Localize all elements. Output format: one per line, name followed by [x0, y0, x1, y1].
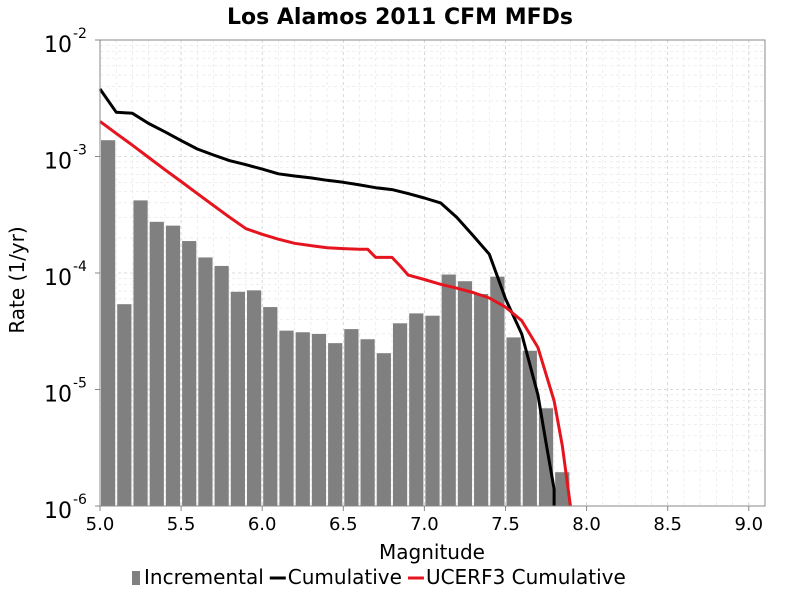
legend-swatch-bar: [132, 571, 140, 585]
x-axis-label: Magnitude: [379, 540, 485, 564]
y-tick-label: 10: [44, 383, 72, 408]
cumulative-line: [98, 88, 556, 506]
legend-label: UCERF3 Cumulative: [426, 565, 626, 589]
legend-item: Incremental: [132, 565, 264, 589]
incremental-bar: [376, 353, 391, 506]
incremental-bar: [425, 315, 440, 506]
incremental-bar: [392, 323, 408, 506]
legend-label: Cumulative: [288, 565, 402, 589]
incremental-bar: [506, 337, 521, 506]
incremental-bar: [182, 241, 197, 506]
x-axis: 5.0 5.5 6.0 6.5 7.0 7.5 8.0 8.5 9.0: [86, 506, 763, 535]
x-tick-label: 6.5: [329, 514, 358, 535]
incremental-bar: [344, 329, 359, 506]
incremental-bar: [279, 330, 294, 506]
y-tick-exponent: -3: [73, 143, 87, 159]
incremental-bars: [101, 140, 570, 506]
x-tick-label: 7.0: [410, 514, 439, 535]
incremental-bar: [263, 307, 278, 506]
legend-item: Cumulative: [269, 565, 402, 589]
x-tick-label: 8.5: [653, 514, 682, 535]
incremental-bar: [165, 225, 181, 506]
incremental-bar: [133, 200, 148, 506]
incremental-bar: [409, 313, 424, 506]
incremental-bar: [328, 343, 343, 506]
cumulative-lines: [98, 88, 572, 507]
incremental-bar: [246, 290, 262, 506]
incremental-bar: [522, 350, 537, 506]
incremental-bar: [360, 339, 375, 506]
incremental-bar: [295, 332, 310, 506]
y-tick-exponent: -2: [73, 26, 87, 42]
incremental-bar: [214, 265, 229, 506]
incremental-bar: [311, 333, 327, 506]
incremental-bar: [538, 408, 554, 506]
ucerf3-cumulative-line: [99, 120, 572, 507]
x-tick-label: 5.0: [86, 514, 115, 535]
y-tick-label: 10: [44, 266, 72, 291]
legend-item: UCERF3 Cumulative: [407, 565, 626, 589]
legend: Incremental Cumulative UCERF3 Cumulative: [132, 565, 626, 589]
incremental-bar: [117, 304, 132, 506]
incremental-bar: [101, 140, 116, 506]
y-tick-label: 10: [44, 33, 72, 58]
incremental-bar: [490, 276, 505, 506]
incremental-bar: [441, 274, 456, 506]
incremental-bar: [198, 257, 213, 506]
incremental-bar: [149, 221, 164, 506]
y-axis: 10-610-510-410-310-2: [44, 26, 100, 524]
chart-title: Los Alamos 2011 CFM MFDs: [227, 5, 573, 30]
y-axis-label: Rate (1/yr): [5, 226, 29, 333]
x-tick-label: 8.0: [572, 514, 601, 535]
incremental-bar: [474, 294, 489, 506]
y-tick-exponent: -4: [73, 259, 87, 275]
legend-label: Incremental: [144, 565, 264, 589]
x-tick-label: 6.0: [248, 514, 277, 535]
y-tick-label: 10: [44, 499, 72, 524]
incremental-bar: [457, 281, 473, 506]
y-tick-exponent: -5: [73, 376, 87, 392]
y-tick-exponent: -6: [73, 492, 87, 508]
x-tick-label: 5.5: [167, 514, 196, 535]
x-tick-label: 7.5: [491, 514, 520, 535]
x-tick-label: 9.0: [734, 514, 763, 535]
y-tick-label: 10: [44, 150, 72, 175]
incremental-bar: [230, 291, 245, 506]
